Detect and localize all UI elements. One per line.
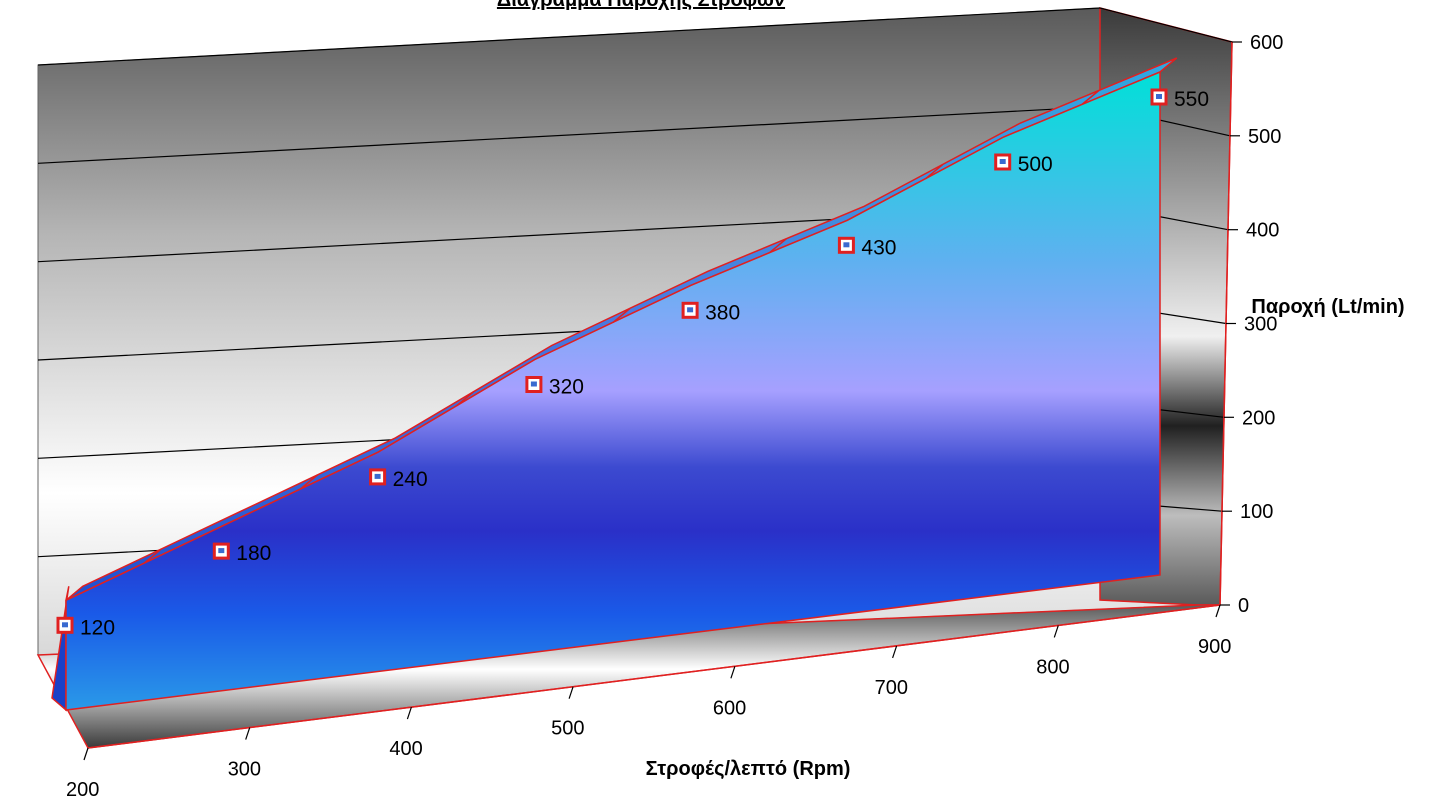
gridline — [37, 106, 1101, 164]
x-axis: 200 300 400 500 600 700 800 900 — [66, 604, 1231, 801]
y-tick-label: 0 — [1238, 595, 1249, 617]
x-tick-label: 800 — [1036, 656, 1069, 678]
ribbon-divider — [925, 164, 944, 180]
area-front-face — [65, 70, 1161, 711]
y-tick-label: 600 — [1250, 32, 1283, 54]
x-tick-mark — [730, 666, 736, 679]
x-axis-title: Στροφές/λεπτό (Rpm) — [646, 758, 851, 780]
x-tick-label: 400 — [389, 738, 422, 760]
gridline — [37, 7, 1101, 66]
x-tick-mark — [892, 645, 898, 659]
y-tick-label: 500 — [1248, 126, 1281, 148]
ribbon-divider — [768, 238, 787, 254]
x-tick-label: 200 — [66, 779, 99, 801]
x-tick-mark — [1215, 604, 1221, 618]
y-tick-label: 200 — [1242, 407, 1275, 429]
data-label: 550 — [1174, 88, 1209, 111]
ribbon-divider — [143, 548, 162, 564]
chart-title: Διάγραμμα Παροχής Στροφών — [497, 0, 785, 11]
x-tick-label: 900 — [1198, 636, 1231, 658]
ribbon-divider — [456, 391, 475, 407]
data-marker — [212, 542, 230, 560]
x-tick-mark — [568, 686, 574, 699]
x-tick-mark — [245, 727, 251, 740]
data-marker — [525, 376, 543, 393]
data-label: 240 — [393, 468, 428, 491]
data-label: 180 — [236, 542, 271, 565]
data-markers — [56, 88, 1168, 634]
gridline-side — [1099, 7, 1233, 43]
ribbon-divider — [299, 474, 318, 490]
data-label: 120 — [80, 616, 115, 639]
data-marker — [837, 236, 855, 254]
y-axis-title: Παροχή (Lt/min) — [1251, 296, 1404, 318]
x-tick-label: 600 — [713, 697, 746, 719]
y-tick-label: 400 — [1246, 220, 1279, 242]
ribbon-divider — [1081, 89, 1100, 106]
data-marker — [681, 301, 699, 319]
x-tick-label: 500 — [551, 718, 584, 740]
data-marker — [994, 153, 1012, 171]
x-tick-mark — [406, 706, 412, 720]
x-axis-line — [87, 604, 1221, 749]
y-tick-label: 100 — [1240, 501, 1273, 523]
data-labels: 120 180 240 320 380 430 500 550 — [80, 88, 1209, 639]
data-marker — [369, 468, 387, 486]
y-axis: 0 100 200 300 400 500 600 — [1219, 32, 1283, 617]
data-label: 430 — [861, 236, 896, 259]
x-tick-label: 300 — [228, 759, 261, 781]
y-tick-label: 300 — [1244, 314, 1277, 336]
data-marker — [1150, 88, 1168, 106]
data-label: 320 — [549, 376, 584, 399]
x-tick-mark — [83, 747, 89, 761]
ribbon-divider — [612, 307, 631, 323]
data-marker — [56, 616, 74, 634]
x-tick-label: 700 — [875, 677, 908, 699]
x-tick-mark — [1053, 625, 1059, 638]
data-label: 380 — [705, 301, 740, 324]
ribbon-segments — [143, 89, 1100, 564]
data-label: 500 — [1018, 153, 1053, 176]
